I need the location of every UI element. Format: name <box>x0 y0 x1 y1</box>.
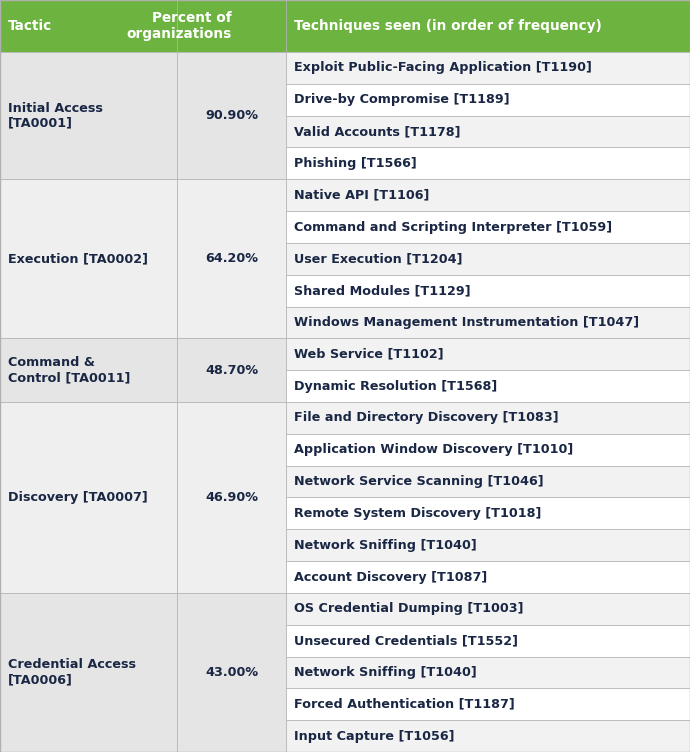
Text: 48.70%: 48.70% <box>205 364 258 377</box>
Text: Account Discovery [T1087]: Account Discovery [T1087] <box>294 571 487 584</box>
Text: Techniques seen (in order of frequency): Techniques seen (in order of frequency) <box>294 19 602 33</box>
Bar <box>286 83 690 116</box>
Text: 43.00%: 43.00% <box>205 666 258 679</box>
Text: Windows Management Instrumentation [T1047]: Windows Management Instrumentation [T104… <box>294 316 639 329</box>
Text: Input Capture [T1056]: Input Capture [T1056] <box>294 729 455 742</box>
Text: Shared Modules [T1129]: Shared Modules [T1129] <box>294 284 471 297</box>
Bar <box>286 147 690 179</box>
Bar <box>177 52 286 179</box>
Bar <box>286 529 690 561</box>
Text: Web Service [T1102]: Web Service [T1102] <box>294 347 444 361</box>
Bar <box>0 52 177 179</box>
Text: 64.20%: 64.20% <box>205 253 258 265</box>
Bar <box>286 338 690 370</box>
Bar <box>177 593 286 752</box>
Text: Network Sniffing [T1040]: Network Sniffing [T1040] <box>294 666 477 679</box>
Bar <box>286 465 690 498</box>
Bar <box>286 688 690 720</box>
Text: Tactic: Tactic <box>8 19 52 33</box>
Text: Unsecured Credentials [T1552]: Unsecured Credentials [T1552] <box>294 634 518 647</box>
Text: Remote System Discovery [T1018]: Remote System Discovery [T1018] <box>294 507 542 520</box>
Bar <box>286 720 690 752</box>
Bar <box>286 656 690 688</box>
Bar <box>286 593 690 625</box>
Text: Phishing [T1566]: Phishing [T1566] <box>294 157 417 170</box>
Text: Native API [T1106]: Native API [T1106] <box>294 189 429 202</box>
Text: User Execution [T1204]: User Execution [T1204] <box>294 253 462 265</box>
Text: Initial Access
[TA0001]: Initial Access [TA0001] <box>8 102 103 129</box>
Text: Application Window Discovery [T1010]: Application Window Discovery [T1010] <box>294 443 573 456</box>
Bar <box>0 179 177 338</box>
Bar <box>177 0 286 52</box>
Bar <box>286 243 690 274</box>
Bar <box>286 625 690 656</box>
Bar <box>0 593 177 752</box>
Text: 90.90%: 90.90% <box>205 109 258 122</box>
Bar <box>286 402 690 434</box>
Bar <box>286 434 690 465</box>
Text: Execution [TA0002]: Execution [TA0002] <box>8 253 148 265</box>
Text: Dynamic Resolution [T1568]: Dynamic Resolution [T1568] <box>294 380 497 393</box>
Bar <box>0 402 177 593</box>
Text: Valid Accounts [T1178]: Valid Accounts [T1178] <box>294 125 460 138</box>
Text: Drive-by Compromise [T1189]: Drive-by Compromise [T1189] <box>294 93 510 106</box>
Bar <box>286 179 690 211</box>
Text: Exploit Public-Facing Application [T1190]: Exploit Public-Facing Application [T1190… <box>294 62 592 74</box>
Text: Network Service Scanning [T1046]: Network Service Scanning [T1046] <box>294 475 544 488</box>
Text: Percent of
organizations: Percent of organizations <box>126 11 232 41</box>
Bar <box>0 0 177 52</box>
Text: 46.90%: 46.90% <box>205 491 258 504</box>
Text: Command &
Control [TA0011]: Command & Control [TA0011] <box>8 356 130 384</box>
Bar <box>286 370 690 402</box>
Bar <box>177 179 286 338</box>
Text: Forced Authentication [T1187]: Forced Authentication [T1187] <box>294 698 515 711</box>
Text: Network Sniffing [T1040]: Network Sniffing [T1040] <box>294 538 477 552</box>
Bar <box>286 307 690 338</box>
Text: Discovery [TA0007]: Discovery [TA0007] <box>8 491 148 504</box>
Bar <box>286 0 690 52</box>
Bar <box>286 52 690 83</box>
Bar <box>286 274 690 307</box>
Bar <box>286 116 690 147</box>
Bar <box>0 338 177 402</box>
Bar <box>177 338 286 402</box>
Text: OS Credential Dumping [T1003]: OS Credential Dumping [T1003] <box>294 602 524 615</box>
Bar <box>286 498 690 529</box>
Text: File and Directory Discovery [T1083]: File and Directory Discovery [T1083] <box>294 411 559 424</box>
Bar <box>177 402 286 593</box>
Text: Command and Scripting Interpreter [T1059]: Command and Scripting Interpreter [T1059… <box>294 220 612 234</box>
Text: Credential Access
[TA0006]: Credential Access [TA0006] <box>8 659 136 687</box>
Bar <box>286 211 690 243</box>
Bar <box>286 561 690 593</box>
